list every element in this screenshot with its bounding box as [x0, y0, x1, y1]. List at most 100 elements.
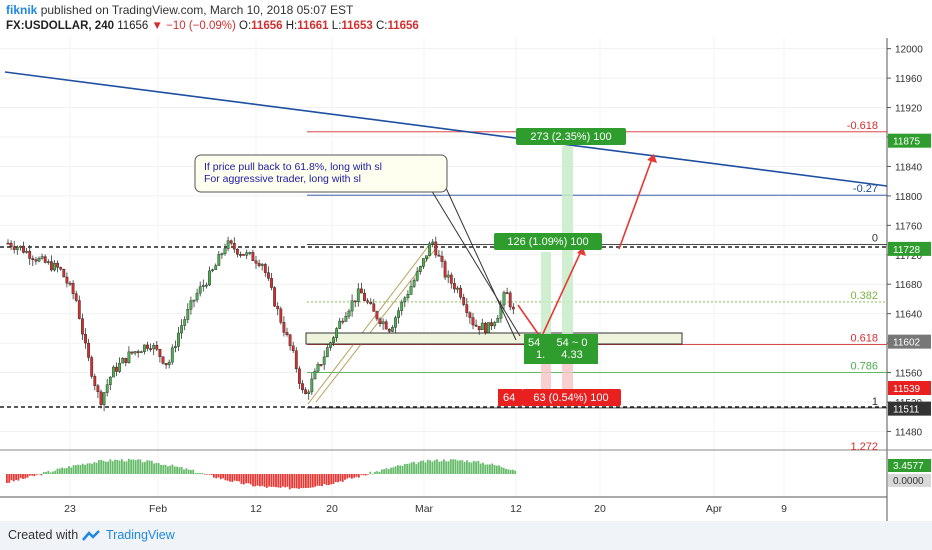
long-position-target-1[interactable] [541, 252, 551, 334]
candle-body [480, 322, 484, 331]
price-badge [888, 241, 931, 256]
stop-label-1[interactable]: 64 [503, 392, 515, 404]
candle-body [443, 261, 447, 278]
fib-level-label: 0.786 [850, 361, 878, 373]
tradingview-logo-icon [82, 530, 100, 541]
symbol-name: FX:USDOLLAR, 240 [6, 20, 114, 32]
candle-body [434, 241, 438, 256]
candle-body [291, 345, 295, 351]
candle-body [468, 312, 472, 318]
candle-body [229, 240, 233, 244]
oscillator-bar [183, 469, 185, 474]
oscillator-bar [160, 464, 162, 474]
candle-body [446, 274, 450, 278]
oscillator-bar [259, 474, 261, 487]
oscillator-bar [167, 466, 169, 474]
oscillator-bar [314, 474, 316, 487]
oscillator-bar [222, 474, 224, 479]
candle-body [124, 358, 128, 363]
symbol-line: FX:USDOLLAR, 240 11656 ▼ −10 (−0.09%) O:… [6, 20, 419, 32]
oscillator-bar [102, 460, 105, 474]
price-chart[interactable]: 1200011960119201188011840118001176011720… [0, 38, 932, 521]
oscillator-bar [489, 464, 491, 474]
oscillator-bar [130, 459, 132, 474]
oscillator-bar [514, 470, 517, 474]
oscillator-bar [187, 469, 190, 474]
oscillator-bar [213, 474, 215, 478]
candle-body [56, 262, 60, 268]
price-tick-label: 11560 [895, 369, 923, 380]
annotation-callout[interactable] [194, 154, 448, 193]
oscillator-bar [86, 463, 89, 474]
oscillator-bar [362, 474, 365, 476]
candle-body [87, 342, 91, 358]
candle-body [142, 344, 146, 352]
candle-body [192, 299, 196, 302]
oscillator-bar [153, 463, 155, 474]
long-position-stop-2[interactable] [562, 341, 573, 405]
oscillator-bar [330, 474, 333, 485]
candle-body [431, 241, 435, 244]
oscillator-bar [403, 463, 406, 474]
oscillator-bar [466, 460, 468, 474]
oscillator-bar [376, 471, 379, 474]
price-tick-label: 12000 [895, 45, 923, 56]
chart-area[interactable]: 1200011960119201188011840118001176011720… [0, 38, 932, 526]
candle-body [257, 263, 261, 266]
candle-body [53, 262, 56, 271]
candle-body [34, 259, 38, 262]
oscillator-bar [247, 474, 250, 484]
target-label-2-bg [494, 233, 602, 250]
projection-path-2[interactable] [618, 155, 654, 250]
candle-body [59, 267, 63, 270]
candle-body [319, 364, 323, 366]
time-tick-label: 20 [326, 503, 338, 515]
oscillator-bar [249, 474, 252, 485]
oscillator-bar [70, 467, 73, 474]
oscillator-bar [351, 474, 353, 479]
long-position-stop-1[interactable] [541, 341, 551, 405]
candle-body [477, 326, 481, 331]
demand-zone-box[interactable] [305, 332, 683, 345]
impulse-line-upper[interactable] [307, 243, 431, 405]
price-badges: 11875 11728 11602 11539 11511 [888, 133, 931, 416]
oscillator-bar [15, 474, 17, 480]
oscillator-bar [10, 474, 13, 481]
oscillator-bar [52, 471, 54, 474]
rr-right-2: 4.33 [561, 349, 582, 361]
candle-body [285, 332, 289, 336]
candle-body [487, 322, 490, 333]
oscillator-bar [509, 469, 512, 474]
footer: Created with TradingView [0, 521, 932, 550]
author-name[interactable]: fiknik [6, 3, 38, 17]
target-label-1[interactable]: 273 (2.35%) 100 [530, 131, 611, 143]
brand-name[interactable]: TradingView [106, 528, 175, 542]
oscillator-bar [29, 474, 31, 476]
oscillator-bar [68, 466, 70, 474]
oscillator-bar [42, 472, 45, 474]
oscillator-bar [449, 459, 452, 474]
target-label-2[interactable]: 126 (1.09%) 100 [507, 236, 588, 248]
oscillator-bar [477, 460, 480, 474]
oscillator-bar [58, 468, 61, 474]
oscillator-bar [171, 464, 174, 474]
low-label: L: [331, 20, 342, 32]
oscillator-bar [33, 474, 36, 477]
candle-body [28, 250, 32, 259]
oscillator-bar [394, 466, 397, 474]
stop-label-2[interactable]: 63 (0.54%) 100 [533, 392, 608, 404]
candle-body [282, 322, 286, 333]
oscillator-bar [334, 474, 337, 482]
oscillator-bar [81, 463, 84, 474]
candle-body [180, 325, 183, 334]
oscillator-bar [203, 474, 206, 475]
fibonacci-levels[interactable]: -0.618 -0.27 0 0.382 0.618 0.786 1 1.272 [307, 120, 887, 453]
oscillator-bar [454, 459, 457, 474]
oscillator-bar [479, 463, 482, 474]
oscillator-bar [431, 461, 434, 474]
descending-trendline[interactable] [4, 71, 888, 187]
oscillator-bar [116, 459, 119, 474]
oscillator-bar [277, 474, 280, 488]
candle-body [68, 282, 72, 285]
fib-level-label: 0.382 [850, 290, 878, 302]
